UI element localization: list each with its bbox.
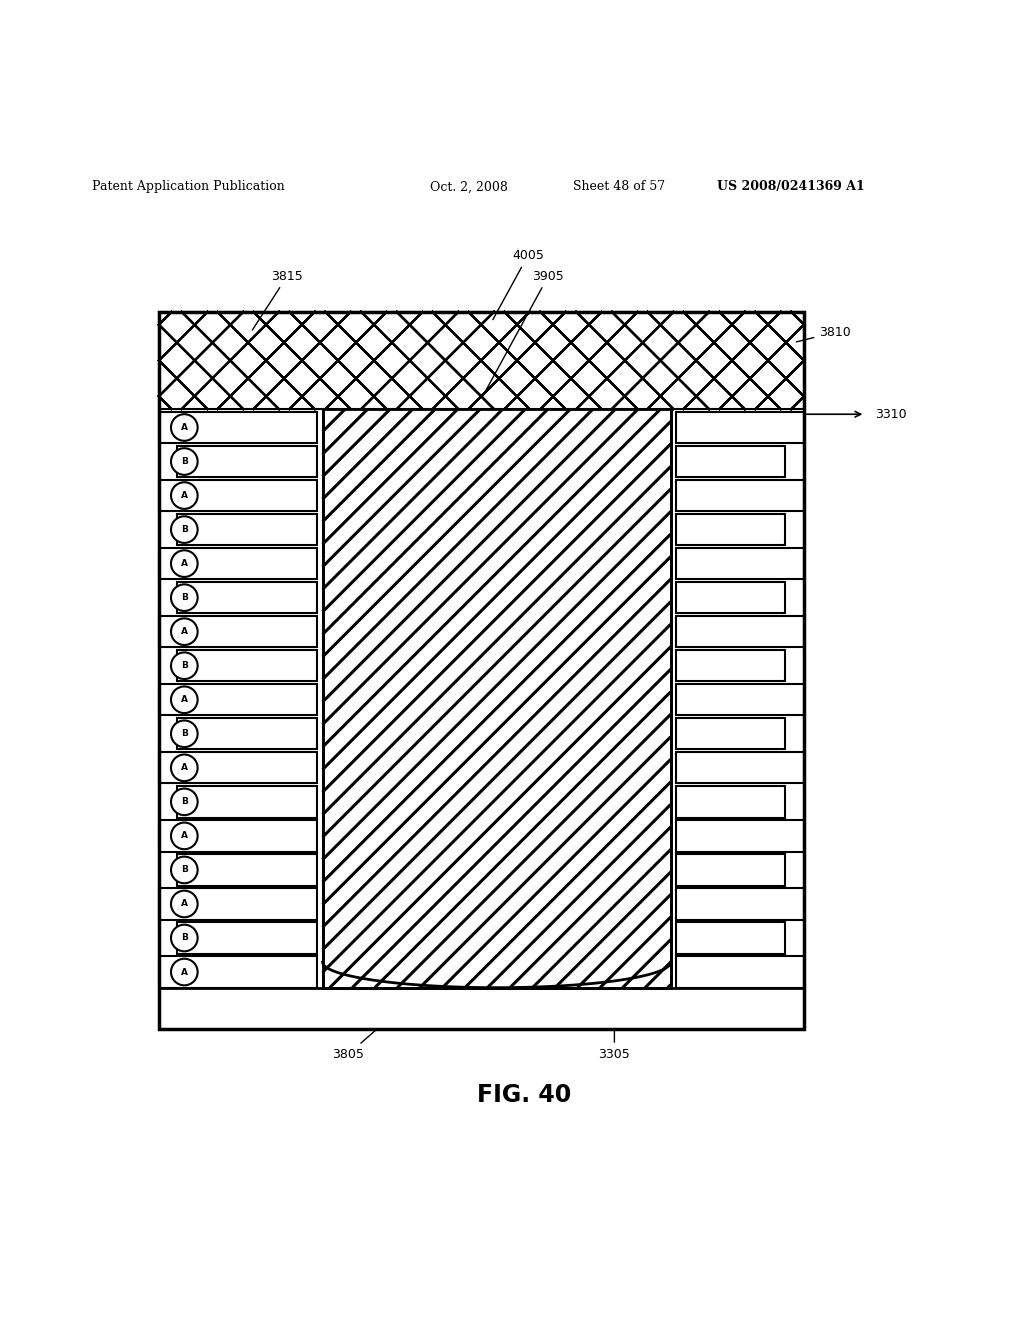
Circle shape <box>171 788 198 816</box>
Text: B: B <box>181 457 187 466</box>
Circle shape <box>171 482 198 510</box>
Text: A: A <box>181 832 187 841</box>
Text: 3310: 3310 <box>876 408 907 421</box>
Circle shape <box>171 449 198 475</box>
Bar <box>159 957 317 987</box>
Circle shape <box>171 721 198 747</box>
Bar <box>159 412 317 444</box>
Circle shape <box>171 686 198 713</box>
Bar <box>676 923 785 953</box>
Circle shape <box>171 891 198 917</box>
Bar <box>159 312 804 409</box>
Circle shape <box>171 958 198 985</box>
Bar <box>159 312 804 1028</box>
Bar <box>676 616 804 647</box>
Circle shape <box>171 857 198 883</box>
Text: B: B <box>181 661 187 671</box>
Bar <box>159 820 317 851</box>
Bar <box>676 718 785 750</box>
Bar <box>676 684 804 715</box>
Bar <box>676 888 804 920</box>
Text: US 2008/0241369 A1: US 2008/0241369 A1 <box>717 181 864 194</box>
Text: A: A <box>181 899 187 908</box>
Text: Patent Application Publication: Patent Application Publication <box>92 181 285 194</box>
Bar <box>177 513 317 545</box>
Text: A: A <box>181 627 187 636</box>
Circle shape <box>171 550 198 577</box>
Text: 3810: 3810 <box>797 326 851 342</box>
Bar <box>676 480 804 511</box>
Bar <box>676 548 804 579</box>
Bar <box>177 854 317 886</box>
Bar <box>159 312 804 1028</box>
Bar <box>159 616 317 647</box>
Bar <box>676 582 785 614</box>
Bar <box>676 787 785 817</box>
Bar <box>159 548 317 579</box>
Bar <box>159 312 804 409</box>
Text: 3305: 3305 <box>598 1022 631 1061</box>
Bar <box>159 752 317 784</box>
Bar <box>159 987 804 1028</box>
Text: 3905: 3905 <box>482 269 564 396</box>
Bar <box>676 412 804 444</box>
Bar <box>159 480 317 511</box>
Text: A: A <box>181 763 187 772</box>
Circle shape <box>171 414 198 441</box>
Text: A: A <box>181 560 187 568</box>
Text: B: B <box>181 933 187 942</box>
Bar <box>177 446 317 478</box>
Bar <box>676 752 804 784</box>
Text: B: B <box>181 866 187 874</box>
Circle shape <box>171 755 198 781</box>
Bar <box>676 820 804 851</box>
Bar <box>177 582 317 614</box>
Text: 3815: 3815 <box>252 269 303 330</box>
Text: A: A <box>181 968 187 977</box>
Bar <box>323 409 671 987</box>
Circle shape <box>171 516 198 543</box>
Text: A: A <box>181 491 187 500</box>
Circle shape <box>171 822 198 849</box>
Text: B: B <box>181 797 187 807</box>
Bar <box>676 957 804 987</box>
Bar <box>177 787 317 817</box>
Circle shape <box>171 585 198 611</box>
Circle shape <box>171 652 198 678</box>
Bar <box>177 923 317 953</box>
Text: Oct. 2, 2008: Oct. 2, 2008 <box>430 181 508 194</box>
Bar <box>323 409 671 987</box>
Circle shape <box>171 618 198 645</box>
Bar <box>159 684 317 715</box>
Bar <box>676 854 785 886</box>
Bar <box>177 649 317 681</box>
Bar <box>676 649 785 681</box>
Bar <box>177 718 317 750</box>
Bar <box>159 888 317 920</box>
Text: 4005: 4005 <box>493 249 544 319</box>
Circle shape <box>171 925 198 952</box>
Text: 3805: 3805 <box>332 1020 387 1061</box>
Text: B: B <box>181 593 187 602</box>
Text: FIG. 40: FIG. 40 <box>477 1084 571 1107</box>
Bar <box>676 446 785 478</box>
Bar <box>676 513 785 545</box>
Text: Sheet 48 of 57: Sheet 48 of 57 <box>573 181 666 194</box>
Text: A: A <box>181 422 187 432</box>
Text: B: B <box>181 525 187 535</box>
Text: B: B <box>181 729 187 738</box>
Text: A: A <box>181 696 187 705</box>
